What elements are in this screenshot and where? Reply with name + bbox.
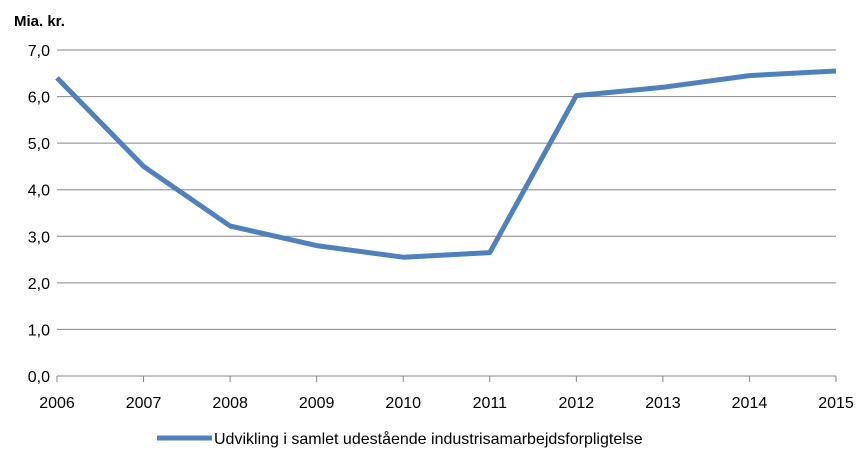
y-tick-label: 5,0 xyxy=(28,136,50,153)
x-tick-label: 2007 xyxy=(126,395,162,412)
y-tick-labels: 0,0 1,0 2,0 3,0 4,0 5,0 6,0 7,0 xyxy=(28,43,50,386)
y-tick-label: 3,0 xyxy=(28,229,50,246)
x-tick-label: 2012 xyxy=(559,395,595,412)
y-tick-label: 4,0 xyxy=(28,183,50,200)
y-tick-label: 6,0 xyxy=(28,90,50,107)
gridlines xyxy=(57,49,836,330)
x-tick-label: 2010 xyxy=(385,395,421,412)
legend-label: Udvikling i samlet udestående industrisa… xyxy=(214,430,643,448)
x-tick-label: 2014 xyxy=(732,395,768,412)
x-tick-label: 2013 xyxy=(645,395,681,412)
x-tick-label: 2008 xyxy=(212,395,248,412)
x-tick-label: 2006 xyxy=(39,395,75,412)
legend: Udvikling i samlet udestående industrisa… xyxy=(157,430,643,448)
x-axis: 2006 2007 2008 2009 2010 2011 2012 2013 2014 2015 xyxy=(39,375,854,412)
x-tick-label: 2015 xyxy=(818,395,854,412)
x-tick-label: 2011 xyxy=(473,395,508,412)
y-axis-label: Mia. kr. xyxy=(14,13,65,30)
y-tick-label: 1,0 xyxy=(28,322,50,339)
series-lines xyxy=(55,68,837,260)
y-tick-label: 7,0 xyxy=(28,43,50,60)
series-line xyxy=(55,68,837,260)
y-tick-label: 0,0 xyxy=(28,369,50,386)
y-tick-label: 2,0 xyxy=(28,276,50,293)
x-tick-label: 2009 xyxy=(299,395,335,412)
